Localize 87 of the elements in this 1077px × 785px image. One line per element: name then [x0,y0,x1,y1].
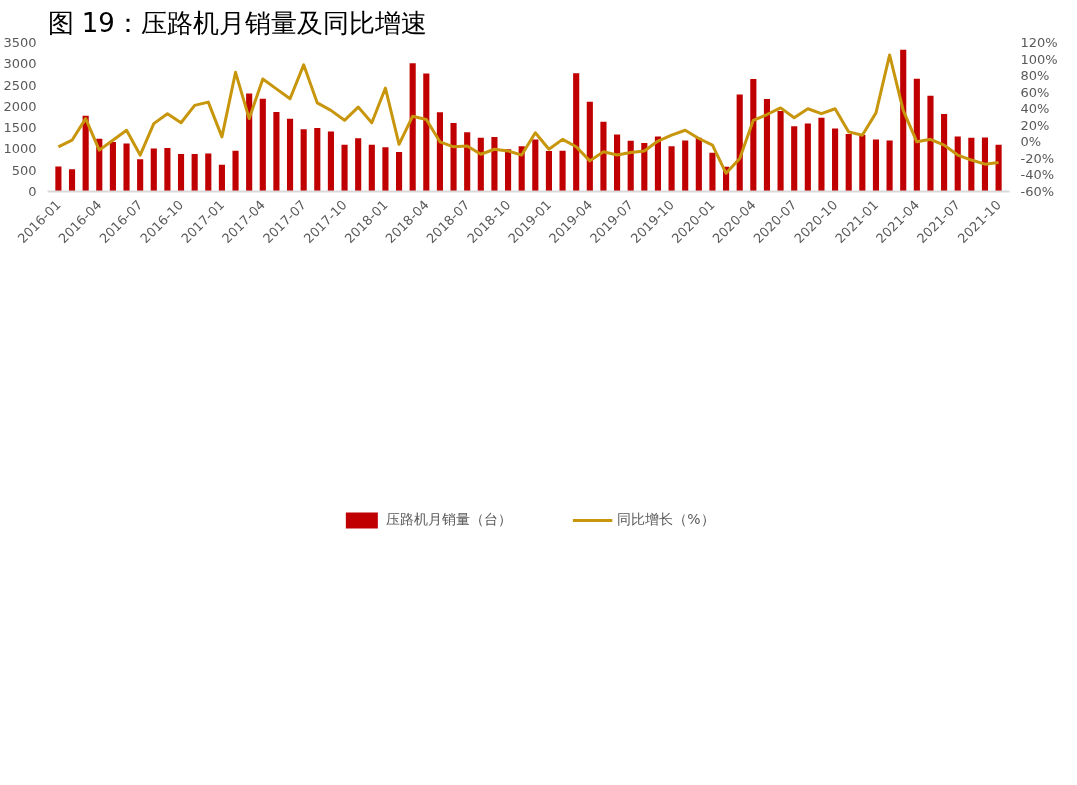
legend-label: 压路机月销量（台） [386,511,513,529]
bar [450,122,457,192]
bar [505,149,512,192]
bar [341,144,348,192]
bar [205,153,212,192]
bar [818,117,825,192]
bar [382,147,389,192]
bar [859,134,866,192]
y2-tick-label: -60% [1020,184,1055,199]
bar [68,169,76,192]
y-tick-label: 3000 [3,56,37,72]
bar [913,78,920,192]
bar [314,128,321,192]
bar [137,159,144,192]
legend-label: 同比增长（%） [617,511,715,529]
bar [191,154,198,192]
y-tick-label: 0 [28,184,37,199]
bar [355,138,362,192]
bar [886,140,893,192]
bar [259,98,266,192]
bar [464,132,471,192]
y2-tick-label: -40% [1020,167,1055,183]
bar [286,118,294,192]
bar [777,111,784,192]
bar [150,148,157,192]
bar [409,63,416,192]
bar [532,139,539,192]
y-tick-label: 3500 [3,35,37,50]
bar [736,94,743,192]
y2-tick-label: 60% [1020,84,1050,100]
y2-tick-label: 120% [1020,35,1058,50]
y-tick-label: 1000 [3,141,37,157]
bar [164,148,171,192]
bar [695,137,702,192]
y-tick-label: 2000 [3,98,37,114]
bar [668,146,675,192]
bar [109,142,116,192]
bar [300,129,307,192]
bar [981,137,989,192]
bar [941,114,948,192]
bar [491,137,498,192]
bar [123,143,130,192]
bar [872,139,880,192]
bar [954,136,961,192]
bar [368,144,375,192]
bar [273,111,280,192]
bar [641,142,648,192]
y-tick-label: 500 [11,162,37,178]
bar [791,126,798,192]
bar [423,73,430,192]
bar [559,150,566,192]
bar [627,140,634,192]
y2-tick-label: 40% [1020,101,1050,117]
y2-tick-label: 100% [1020,51,1058,67]
bar [477,137,484,192]
y2-tick-label: 80% [1020,68,1050,84]
bar [682,140,689,192]
bar [968,137,975,192]
bar [804,123,811,192]
bar [845,134,852,192]
bar [709,152,716,192]
chart-title: 图 19：压路机月销量及同比增速 [47,7,427,38]
bar [750,79,757,192]
bar [763,99,771,192]
bar [654,136,662,192]
bar [900,49,907,192]
line-series [56,53,1001,175]
bar [832,128,839,192]
bar [586,101,593,192]
bar [232,150,239,192]
bar [545,151,552,192]
bar [395,151,403,192]
y-tick-label: 2500 [3,77,37,93]
y2-tick-label: -20% [1020,150,1055,166]
y-tick-label: 1500 [3,120,37,136]
bar [614,134,621,192]
y2-tick-label: 0% [1020,134,1042,150]
bar [600,121,607,192]
bar [177,154,185,192]
y2-tick-label: 20% [1020,117,1050,133]
bar [995,144,1002,192]
bar [327,131,334,192]
bar [55,166,62,192]
bar [927,95,934,192]
bar [218,164,225,192]
bar [436,112,443,192]
bar [573,73,580,192]
